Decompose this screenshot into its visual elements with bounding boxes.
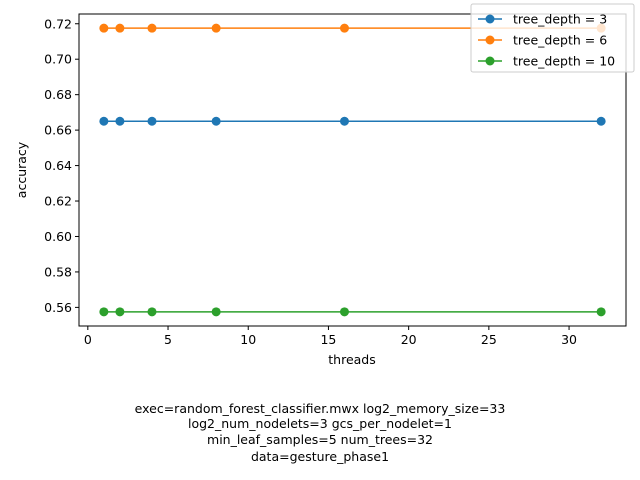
y-tick-label: 0.64 <box>44 158 72 173</box>
plot-area <box>99 23 606 317</box>
data-point <box>211 23 221 33</box>
data-point <box>596 307 606 317</box>
data-point <box>147 307 157 317</box>
data-point <box>99 23 109 33</box>
legend-swatch-marker <box>485 14 495 24</box>
y-tick-label: 0.72 <box>44 16 72 31</box>
x-axis: 0 5 10 15 20 25 30 <box>84 326 577 347</box>
data-point <box>596 116 606 126</box>
x-tick-label: 0 <box>84 332 92 347</box>
legend-frame <box>470 3 635 73</box>
y-tick-label: 0.58 <box>44 264 72 279</box>
y-tick-label: 0.60 <box>44 229 72 244</box>
annotation-line-1: exec=random_forest_classifier.mwx log2_m… <box>134 401 506 416</box>
axes-frame <box>78 13 627 327</box>
y-tick-label: 0.62 <box>44 194 72 209</box>
legend-label: tree_depth = 10 <box>513 54 615 69</box>
y-tick-label: 0.70 <box>44 52 72 67</box>
annotation-line-4: data=gesture_phase1 <box>250 449 390 464</box>
legend: tree_depth = 3 tree_depth = 6 tree_depth =… <box>470 3 635 73</box>
x-tick-label: 30 <box>561 332 577 347</box>
data-point <box>211 307 221 317</box>
data-point <box>339 307 349 317</box>
legend-swatch-marker <box>485 35 495 45</box>
annotation-line-3: min_leaf_samples=5 num_trees=32 <box>207 432 433 447</box>
data-point <box>115 23 125 33</box>
x-tick-label: 10 <box>240 332 256 347</box>
data-point <box>147 116 157 126</box>
y-tick-label: 0.56 <box>44 300 72 315</box>
data-point <box>147 23 157 33</box>
x-axis-label: threads <box>328 352 376 367</box>
data-point <box>339 23 349 33</box>
x-tick-label: 5 <box>164 332 172 347</box>
y-tick-label: 0.68 <box>44 87 72 102</box>
legend-label: tree_depth = 3 <box>513 12 607 27</box>
annotation-line-2: log2_num_nodelets=3 gcs_per_nodelet=1 <box>188 416 452 431</box>
x-tick-label: 15 <box>320 332 336 347</box>
data-point <box>115 307 125 317</box>
x-tick-label: 20 <box>401 332 417 347</box>
data-point <box>211 116 221 126</box>
data-point <box>99 307 109 317</box>
y-axis-label: accuracy <box>14 141 29 198</box>
data-point <box>115 116 125 126</box>
legend-label: tree_depth = 6 <box>513 33 607 48</box>
y-axis: 0.56 0.58 0.60 0.62 0.64 0.66 0.68 0.70 0.72 <box>44 16 79 315</box>
data-point <box>339 116 349 126</box>
legend-swatch-marker <box>485 56 495 66</box>
y-tick-label: 0.66 <box>44 123 72 138</box>
x-tick-label: 25 <box>481 332 497 347</box>
data-point <box>99 116 109 126</box>
